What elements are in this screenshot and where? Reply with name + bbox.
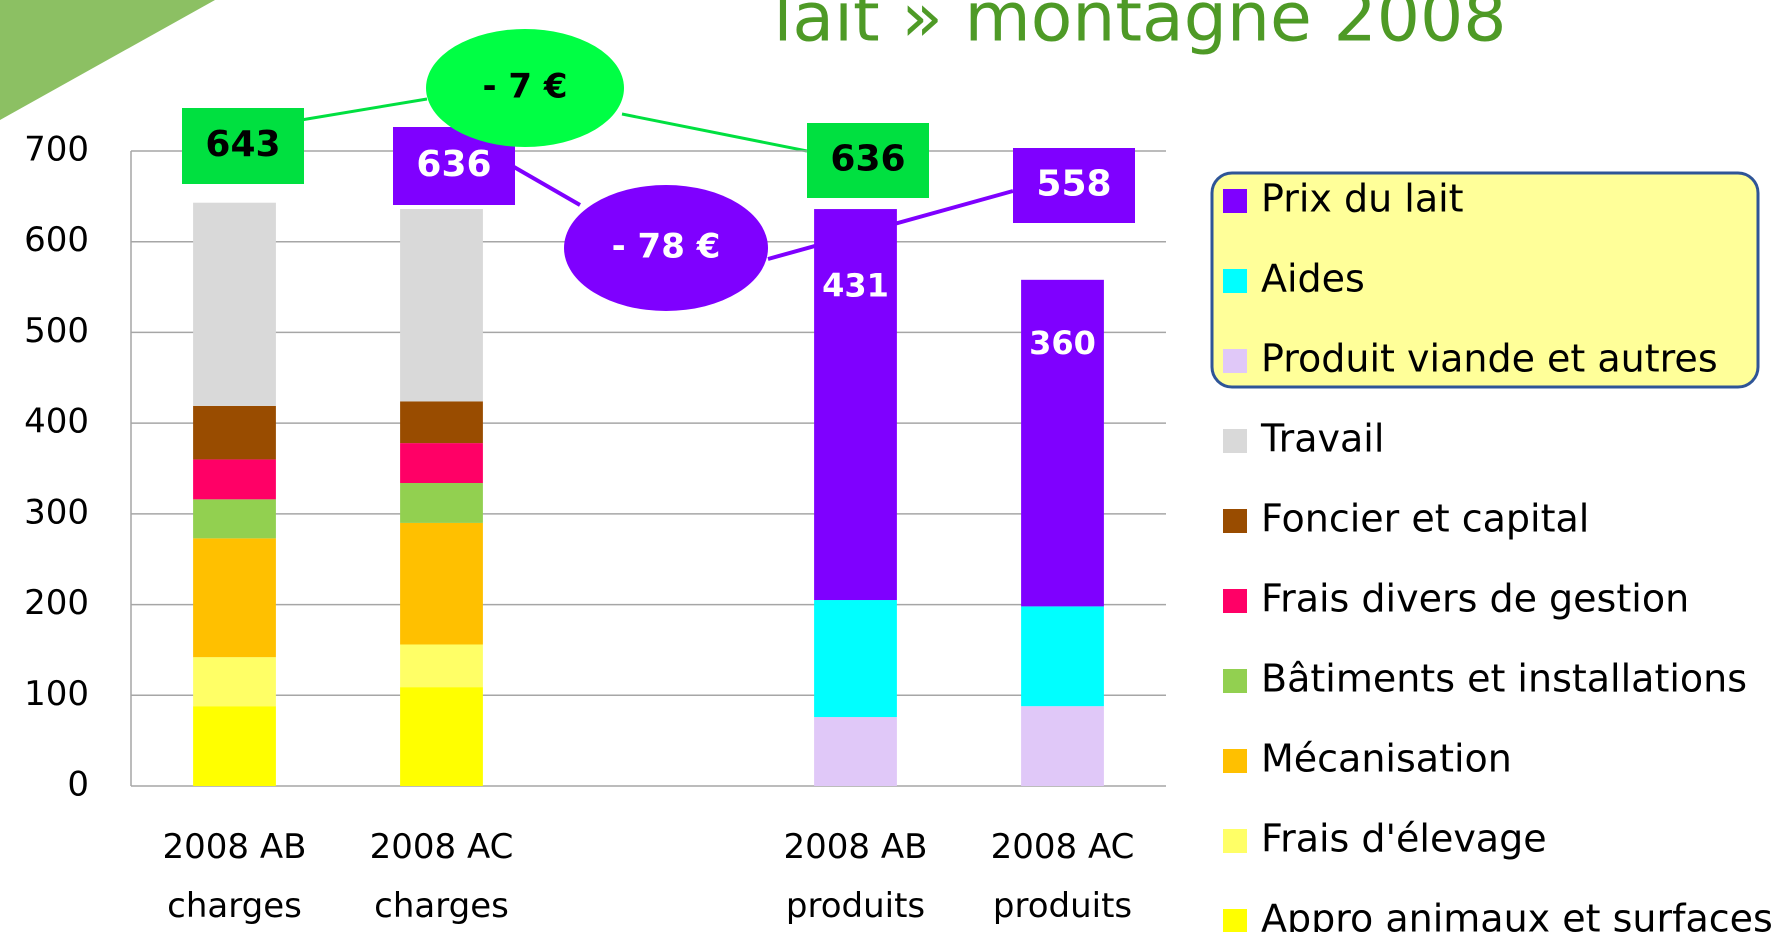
legend-label: Prix du lait bbox=[1261, 177, 1464, 221]
legend-label: Frais divers de gestion bbox=[1261, 577, 1689, 621]
total-label: 643 bbox=[205, 124, 280, 165]
total-label: 636 bbox=[830, 139, 905, 180]
bar-segment bbox=[400, 401, 483, 444]
decoration bbox=[0, 0, 215, 120]
legend-swatch bbox=[1223, 269, 1247, 293]
legend-swatch bbox=[1223, 829, 1247, 853]
data-label: 360 bbox=[1029, 324, 1096, 362]
bar-segment bbox=[193, 538, 276, 658]
data-label: 431 bbox=[822, 266, 889, 304]
y-tick-label: 100 bbox=[24, 674, 89, 714]
legend-swatch bbox=[1223, 909, 1247, 932]
bar-segment bbox=[1021, 606, 1104, 707]
legend-label: Mécanisation bbox=[1261, 737, 1512, 781]
bar-segment bbox=[814, 717, 897, 786]
bar-segment bbox=[400, 644, 483, 688]
total-box bbox=[182, 108, 304, 184]
y-tick-label: 0 bbox=[67, 765, 89, 805]
difference-label: - 78 € bbox=[612, 227, 721, 267]
total-box bbox=[807, 123, 929, 198]
legend-swatch bbox=[1223, 669, 1247, 693]
legend-swatch bbox=[1223, 589, 1247, 613]
legend-label: Bâtiments et installations bbox=[1261, 657, 1747, 701]
y-tick-label: 700 bbox=[24, 130, 89, 170]
bar-segment bbox=[193, 405, 276, 460]
bar-segment bbox=[400, 443, 483, 484]
bar-segment bbox=[193, 657, 276, 707]
legend-label: Aides bbox=[1261, 257, 1365, 301]
difference-bubble bbox=[426, 29, 624, 147]
bar-segment bbox=[1021, 706, 1104, 786]
legend-highlight bbox=[1210, 171, 1760, 389]
difference-bubble bbox=[564, 185, 768, 311]
x-tick-label: 2008 AC charges bbox=[369, 827, 514, 926]
legend-swatch bbox=[1223, 429, 1247, 453]
y-tick-label: 600 bbox=[24, 220, 89, 260]
x-tick-label: 2008 AB charges bbox=[162, 827, 307, 926]
bar-segment bbox=[193, 706, 276, 786]
connector bbox=[300, 97, 428, 122]
legend-label: Travail bbox=[1260, 417, 1384, 461]
bar-segment bbox=[814, 209, 897, 601]
bar-segment bbox=[193, 202, 276, 406]
legend-label: Foncier et capital bbox=[1261, 497, 1589, 541]
legend-label: Frais d'élevage bbox=[1261, 817, 1547, 861]
bar-segment bbox=[1021, 279, 1104, 607]
legend-swatch bbox=[1223, 749, 1247, 773]
bar-segment bbox=[193, 499, 276, 539]
total-box bbox=[1013, 148, 1135, 223]
y-tick-label: 400 bbox=[24, 402, 89, 442]
legend-label: Produit viande et autres bbox=[1261, 337, 1718, 381]
chart-title: lait » montagne 2008 bbox=[774, 0, 1507, 58]
total-label: 558 bbox=[1036, 164, 1111, 205]
legend-swatch bbox=[1223, 509, 1247, 533]
y-tick-label: 200 bbox=[24, 583, 89, 623]
bar-segment bbox=[814, 600, 897, 718]
total-label: 636 bbox=[416, 144, 491, 185]
bar-segment bbox=[193, 459, 276, 500]
y-tick-label: 500 bbox=[24, 311, 89, 351]
x-tick-label: 2008 AC produits bbox=[990, 827, 1135, 926]
legend-swatch bbox=[1223, 349, 1247, 373]
bar-segment bbox=[400, 687, 483, 786]
bar-segment bbox=[400, 483, 483, 523]
y-tick-label: 300 bbox=[24, 492, 89, 532]
connector bbox=[513, 165, 581, 207]
bar-segment bbox=[400, 522, 483, 645]
legend-label: Appro animaux et surfaces bbox=[1261, 897, 1773, 932]
bar-segment bbox=[400, 209, 483, 402]
legend-swatch bbox=[1223, 189, 1247, 213]
x-tick-label: 2008 AB produits bbox=[783, 827, 928, 926]
connector bbox=[621, 112, 808, 153]
difference-label: - 7 € bbox=[482, 67, 567, 107]
